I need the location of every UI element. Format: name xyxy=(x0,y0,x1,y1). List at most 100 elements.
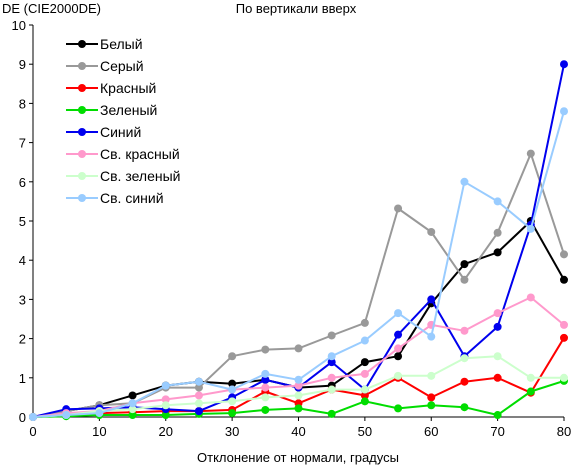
legend-label: Св. синий xyxy=(100,190,164,206)
data-point xyxy=(294,381,303,390)
legend-label: Белый xyxy=(100,36,143,52)
data-point xyxy=(394,330,403,339)
data-point xyxy=(460,377,469,386)
x-tick-label: 80 xyxy=(557,424,571,439)
y-tick-label: 6 xyxy=(19,175,26,190)
data-point xyxy=(228,397,237,406)
data-point xyxy=(294,344,303,353)
legend-label: Синий xyxy=(100,124,141,140)
data-point xyxy=(427,401,436,410)
data-point xyxy=(427,393,436,402)
x-tick-label: 40 xyxy=(291,424,305,439)
x-tick-label: 30 xyxy=(225,424,239,439)
legend-swatch-marker xyxy=(78,84,86,92)
data-point xyxy=(560,107,568,116)
data-point xyxy=(161,401,170,410)
data-point xyxy=(327,409,336,418)
data-point xyxy=(526,387,535,396)
data-point xyxy=(427,371,436,380)
data-point xyxy=(460,260,469,269)
data-point xyxy=(427,332,436,341)
data-point xyxy=(560,250,568,259)
data-point xyxy=(128,405,137,414)
data-point xyxy=(526,224,535,233)
data-point xyxy=(560,373,568,382)
data-point xyxy=(327,352,336,361)
y-tick-label: 5 xyxy=(19,214,26,229)
data-point xyxy=(261,369,270,378)
data-point xyxy=(460,326,469,335)
data-point xyxy=(62,411,71,420)
y-tick-label: 10 xyxy=(12,18,26,33)
data-point xyxy=(493,411,502,420)
data-point xyxy=(493,309,502,318)
data-point xyxy=(228,385,237,394)
y-tick-label: 7 xyxy=(19,136,26,151)
data-point xyxy=(294,391,303,400)
data-point xyxy=(493,197,502,206)
y-tick-label: 2 xyxy=(19,332,26,347)
data-point xyxy=(261,383,270,392)
data-point xyxy=(95,409,104,418)
data-point xyxy=(228,352,237,361)
data-point xyxy=(493,352,502,361)
data-point xyxy=(327,358,336,367)
data-point xyxy=(194,383,203,392)
series-layer xyxy=(29,60,568,421)
data-point xyxy=(360,318,369,327)
legend-label: Св. красный xyxy=(100,146,180,162)
data-point xyxy=(261,393,270,402)
data-point xyxy=(161,381,170,390)
data-point xyxy=(560,320,568,329)
legend-swatch-marker xyxy=(78,106,86,114)
data-point xyxy=(161,395,170,404)
data-point xyxy=(394,404,403,413)
legend: Белый Серый Красный Зеленый Синий Св. красный… xyxy=(66,36,180,206)
legend-swatch-marker xyxy=(78,150,86,158)
data-point xyxy=(228,379,237,388)
data-point xyxy=(128,411,137,420)
chart-title: По вертикали вверх xyxy=(236,1,357,16)
data-point xyxy=(560,60,568,69)
data-point xyxy=(560,333,568,342)
data-point xyxy=(493,248,502,257)
data-point xyxy=(460,354,469,363)
legend-label: Красный xyxy=(100,80,156,96)
legend-label: Серый xyxy=(100,58,144,74)
y-tick-label: 0 xyxy=(19,410,26,425)
y-axis-label: DE (CIE2000DE) xyxy=(2,1,101,16)
data-point xyxy=(526,293,535,302)
x-tick-label: 0 xyxy=(29,424,36,439)
data-point xyxy=(493,373,502,382)
data-point xyxy=(360,369,369,378)
data-point xyxy=(460,403,469,412)
legend-label: Зеленый xyxy=(100,102,157,118)
data-point xyxy=(294,404,303,413)
data-point xyxy=(360,336,369,345)
data-point xyxy=(427,295,436,304)
data-point xyxy=(427,227,436,236)
data-point xyxy=(261,405,270,414)
data-point xyxy=(261,375,270,384)
legend-swatch-marker xyxy=(78,62,86,70)
legend-swatch-marker xyxy=(78,40,86,48)
y-tick-label: 4 xyxy=(19,253,26,268)
data-point xyxy=(294,375,303,384)
data-point xyxy=(460,177,469,186)
data-point xyxy=(327,331,336,340)
data-point xyxy=(194,377,203,386)
data-point xyxy=(128,391,137,400)
data-point xyxy=(360,358,369,367)
data-point xyxy=(394,204,403,213)
data-point xyxy=(161,411,170,420)
y-tick-label: 3 xyxy=(19,292,26,307)
legend-swatch-marker xyxy=(78,172,86,180)
legend-label: Св. зеленый xyxy=(100,168,180,184)
x-tick-label: 60 xyxy=(424,424,438,439)
axes: 0 1 2 3 4 5 6 7 8 9 10 0 10 20 30 40 50 60 70 80 xyxy=(12,18,571,439)
data-point xyxy=(327,373,336,382)
y-tick-label: 8 xyxy=(19,96,26,111)
x-axis-label: Отклонение от нормали, градусы xyxy=(197,450,399,465)
y-tick-label: 9 xyxy=(19,57,26,72)
